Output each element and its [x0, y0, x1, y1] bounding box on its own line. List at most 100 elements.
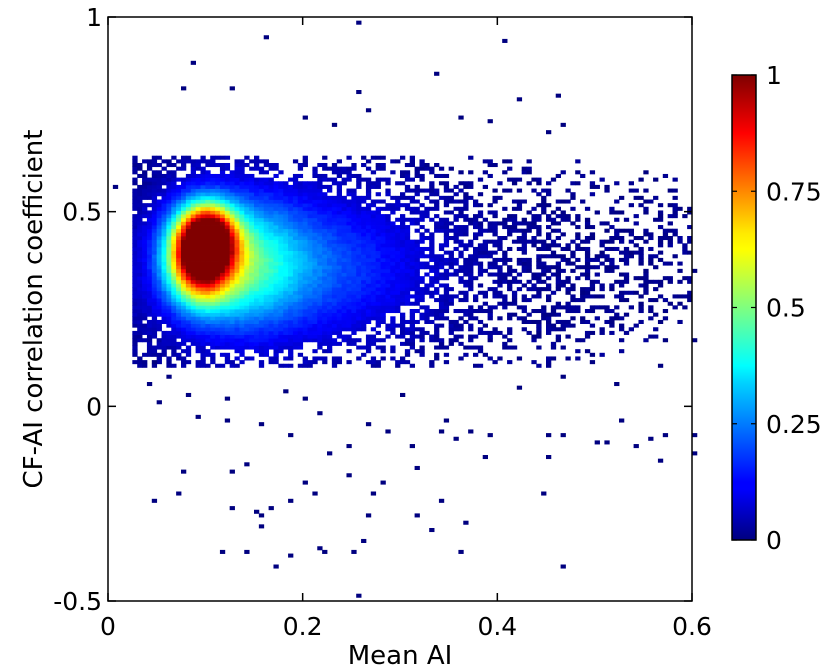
heatmap-cell — [356, 236, 362, 241]
heatmap-cell — [137, 239, 143, 244]
heatmap-cell — [351, 250, 357, 255]
heatmap-cell — [297, 181, 304, 186]
heatmap-cell — [297, 338, 304, 343]
heatmap-cell — [181, 181, 187, 186]
heatmap-cell — [297, 363, 304, 368]
heatmap-cell — [166, 309, 172, 314]
heatmap-cell — [536, 261, 542, 266]
heatmap-cell — [331, 217, 338, 222]
heatmap-cell — [468, 254, 474, 259]
heatmap-cell — [156, 217, 162, 222]
heatmap-cell — [599, 294, 605, 299]
heatmap-cell — [312, 250, 318, 255]
heatmap-cell — [142, 323, 148, 328]
heatmap-cell — [229, 188, 235, 193]
heatmap-cell — [263, 257, 269, 262]
heatmap-cell — [249, 276, 255, 281]
heatmap-cell — [594, 265, 600, 270]
heatmap-cell — [477, 210, 484, 215]
heatmap-cell — [643, 199, 649, 204]
heatmap-cell — [361, 261, 367, 266]
heatmap-cell — [361, 155, 367, 160]
heatmap-cell — [492, 305, 498, 310]
heatmap-cell — [244, 195, 250, 200]
heatmap-cell — [677, 268, 683, 273]
heatmap-cell — [351, 327, 357, 332]
heatmap-cell — [312, 199, 318, 204]
heatmap-cell — [215, 155, 221, 160]
heatmap-cell — [331, 287, 338, 292]
heatmap-cell — [181, 192, 187, 197]
heatmap-cell — [327, 228, 333, 233]
heatmap-cell — [166, 330, 172, 335]
heatmap-cell — [589, 236, 596, 241]
heatmap-cell — [297, 217, 304, 222]
heatmap-cell — [322, 173, 328, 178]
heatmap-cell — [307, 246, 313, 251]
heatmap-cell — [224, 276, 231, 281]
heatmap-cell — [409, 239, 415, 244]
heatmap-cell — [302, 294, 308, 299]
heatmap-cell — [361, 239, 367, 244]
heatmap-cell — [161, 257, 167, 262]
heatmap-cell — [492, 272, 498, 277]
heatmap-cell — [229, 316, 235, 321]
heatmap-cell — [229, 257, 235, 262]
heatmap-cell — [292, 341, 299, 346]
heatmap-cell — [434, 272, 440, 277]
heatmap-cell — [351, 192, 357, 197]
heatmap-cell — [283, 217, 289, 222]
heatmap-cell — [297, 327, 304, 332]
heatmap-cell — [599, 305, 605, 310]
heatmap-cell — [219, 352, 226, 357]
heatmap-cell — [511, 268, 518, 273]
heatmap-cell — [429, 188, 435, 193]
heatmap-cell — [336, 298, 342, 303]
heatmap-cell — [638, 254, 644, 259]
heatmap-cell — [312, 221, 318, 226]
heatmap-cell — [521, 257, 527, 262]
heatmap-cell — [200, 166, 206, 171]
heatmap-cell — [434, 192, 440, 197]
heatmap-cell — [497, 257, 503, 262]
heatmap-cell — [400, 301, 406, 306]
heatmap-cell — [161, 334, 167, 339]
heatmap-cell — [195, 301, 201, 306]
heatmap-cell — [370, 228, 377, 233]
heatmap-cell — [356, 246, 362, 251]
heatmap-cell — [278, 254, 284, 259]
heatmap-cell — [297, 192, 304, 197]
heatmap-cell — [516, 188, 523, 193]
heatmap-cell — [234, 163, 240, 168]
heatmap-cell — [414, 334, 420, 339]
heatmap-cell — [414, 250, 420, 255]
heatmap-cell — [258, 290, 265, 295]
heatmap-cell — [619, 250, 625, 255]
heatmap-cell — [434, 298, 440, 303]
heatmap-cell — [327, 221, 333, 226]
heatmap-cell — [438, 323, 445, 328]
heatmap-cell — [419, 298, 425, 303]
heatmap-cell — [307, 199, 313, 204]
heatmap-cell — [589, 181, 596, 186]
heatmap-cell — [546, 283, 552, 288]
heatmap-cell — [205, 210, 211, 215]
heatmap-cell — [468, 309, 474, 314]
heatmap-cell — [443, 298, 450, 303]
heatmap-cell — [302, 236, 308, 241]
heatmap-cell — [565, 188, 571, 193]
heatmap-cell — [322, 287, 328, 292]
heatmap-cell — [443, 184, 450, 189]
heatmap-cell — [526, 257, 532, 262]
heatmap-cell — [341, 236, 347, 241]
heatmap-cell — [185, 276, 192, 281]
heatmap-cell — [161, 254, 167, 259]
heatmap-cell — [351, 214, 357, 219]
heatmap-cell — [667, 276, 673, 281]
heatmap-cell — [623, 279, 630, 284]
heatmap-cell — [400, 330, 406, 335]
heatmap-cell — [195, 192, 201, 197]
heatmap-cell — [215, 195, 221, 200]
heatmap-cell — [278, 309, 284, 314]
heatmap-cell — [653, 254, 659, 259]
